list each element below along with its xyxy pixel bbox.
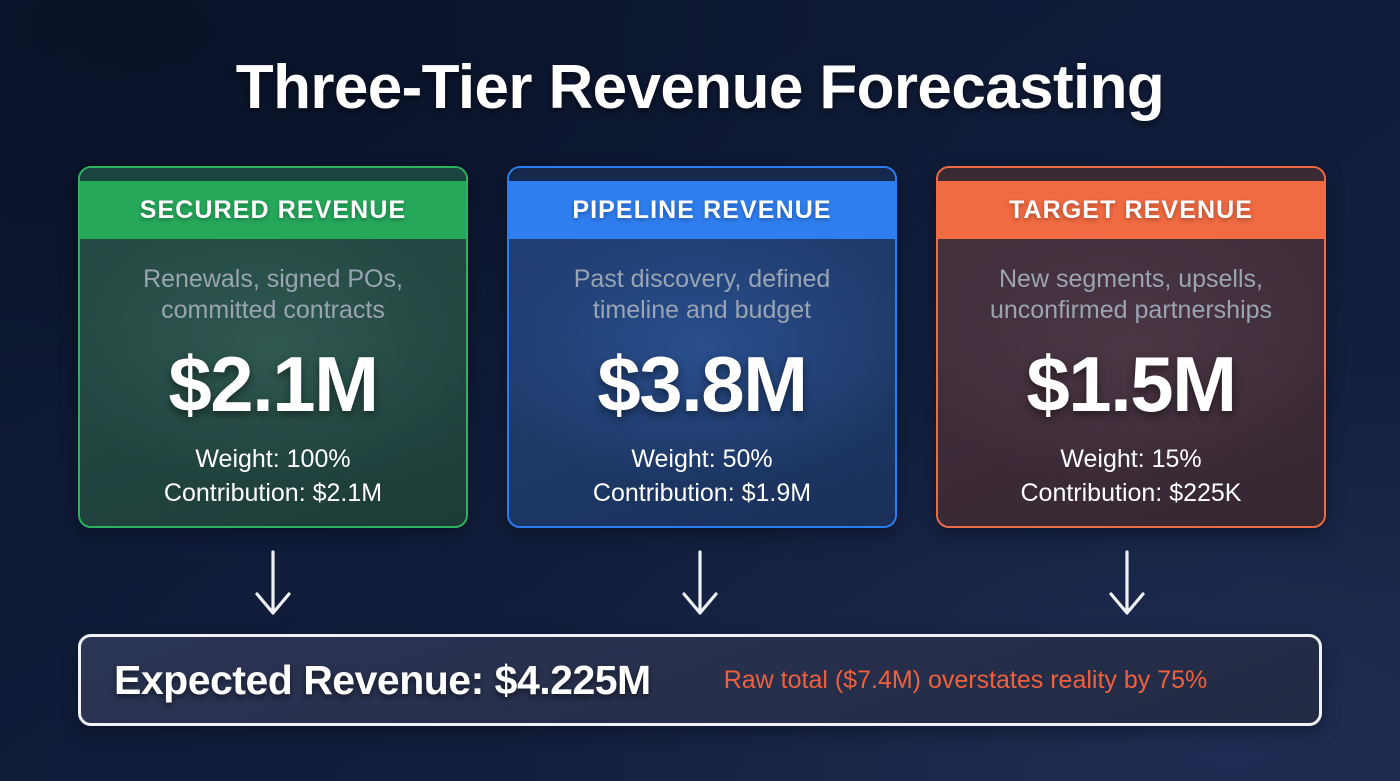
card-value-amount: $1.5M	[1026, 340, 1237, 428]
raw-total-warning-note: Raw total ($7.4M) overstates reality by …	[723, 665, 1208, 694]
card-header-target: TARGET REVENUE	[938, 181, 1324, 239]
card-top-strip	[80, 168, 466, 181]
card-description: New segments, upsells, unconfirmed partn…	[989, 265, 1273, 324]
page-title: Three-Tier Revenue Forecasting	[235, 53, 1165, 122]
card-header-pipeline: PIPELINE REVENUE	[509, 181, 895, 239]
revenue-card-target[interactable]: TARGET REVENUE New segments, upsells, un…	[936, 166, 1326, 528]
card-top-strip	[938, 168, 1324, 181]
revenue-tier-card-row: SECURED REVENUE Renewals, signed POs, co…	[78, 166, 1326, 528]
card-weight-label: Weight: 15%	[1060, 445, 1202, 473]
card-value-amount: $3.8M	[597, 340, 808, 428]
card-description: Renewals, signed POs, committed contract…	[143, 265, 403, 324]
card-header-secured: SECURED REVENUE	[80, 181, 466, 239]
card-description: Past discovery, defined timeline and bud…	[573, 265, 831, 324]
down-arrow-icon	[1109, 550, 1145, 615]
revenue-card-pipeline[interactable]: PIPELINE REVENUE Past discovery, defined…	[507, 166, 897, 528]
card-weight-label: Weight: 100%	[195, 445, 351, 473]
down-arrow-icon	[682, 550, 718, 615]
expected-revenue-label: Expected Revenue: $4.225M	[114, 656, 651, 703]
revenue-card-secured[interactable]: SECURED REVENUE Renewals, signed POs, co…	[78, 166, 468, 528]
card-weight-label: Weight: 50%	[631, 445, 773, 473]
card-body-target: New segments, upsells, unconfirmed partn…	[938, 239, 1324, 526]
card-top-strip	[509, 168, 895, 181]
card-contribution-label: Contribution: $1.9M	[592, 479, 812, 507]
down-arrow-icon	[255, 550, 291, 615]
card-body-pipeline: Past discovery, defined timeline and bud…	[509, 239, 895, 526]
card-value-amount: $2.1M	[168, 340, 379, 428]
card-contribution-label: Contribution: $225K	[1020, 479, 1242, 507]
card-contribution-label: Contribution: $2.1M	[163, 479, 383, 507]
card-body-secured: Renewals, signed POs, committed contract…	[80, 239, 466, 526]
expected-revenue-summary-bar[interactable]: Expected Revenue: $4.225M Raw total ($7.…	[78, 634, 1322, 726]
